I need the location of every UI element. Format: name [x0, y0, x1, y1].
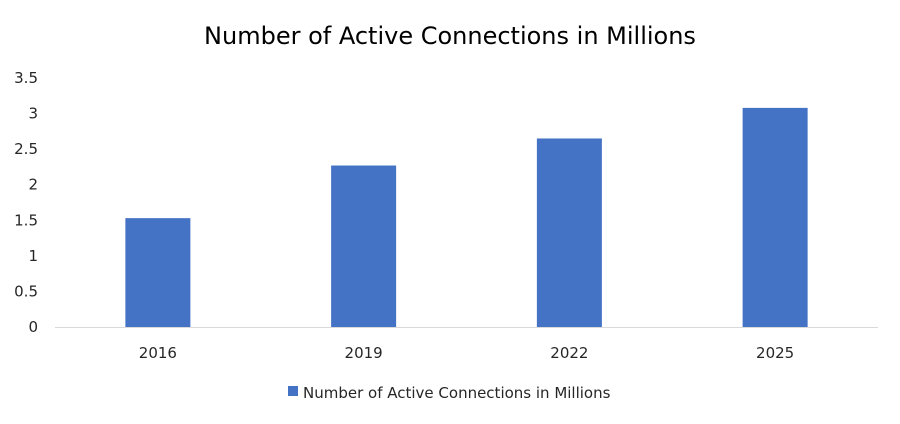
x-tick-label: 2022 — [550, 344, 588, 362]
bar-2019 — [331, 165, 397, 327]
y-tick-label: 1 — [28, 247, 38, 265]
bar-2016 — [125, 218, 191, 327]
y-tick-label: 3 — [28, 105, 38, 123]
y-tick-label: 0 — [28, 318, 38, 336]
legend-label: Number of Active Connections in Millions — [303, 384, 611, 402]
x-tick-label: 2016 — [139, 344, 177, 362]
y-tick-label: 2.5 — [14, 140, 38, 158]
legend-swatch — [288, 386, 298, 396]
y-tick-label: 0.5 — [14, 282, 38, 300]
x-axis-ticks: 2016 2019 2022 2025 — [139, 344, 794, 362]
bar-2025 — [742, 107, 808, 327]
x-tick-label: 2025 — [756, 344, 794, 362]
y-tick-label: 3.5 — [14, 69, 38, 87]
y-tick-label: 1.5 — [14, 211, 38, 229]
bar-2022 — [536, 138, 602, 327]
bar-series — [125, 107, 808, 327]
legend: Number of Active Connections in Millions — [288, 384, 611, 402]
x-tick-label: 2019 — [345, 344, 383, 362]
y-axis-ticks: 0 0.5 1 1.5 2 2.5 3 3.5 — [14, 69, 38, 336]
y-tick-label: 2 — [28, 176, 38, 194]
chart-title: Number of Active Connections in Millions — [204, 22, 696, 50]
